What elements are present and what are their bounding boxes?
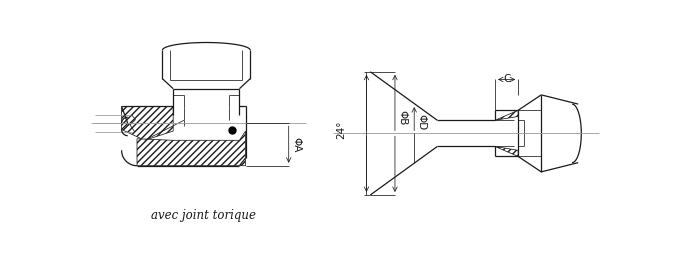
Text: C: C xyxy=(503,74,510,84)
Polygon shape xyxy=(495,147,518,156)
Text: ΦD: ΦD xyxy=(417,114,426,130)
Text: ΦB: ΦB xyxy=(397,110,407,126)
Polygon shape xyxy=(495,110,518,120)
Text: ΦA: ΦA xyxy=(292,137,301,152)
Polygon shape xyxy=(137,131,246,166)
Text: 24°: 24° xyxy=(336,120,346,139)
Text: avec joint torique: avec joint torique xyxy=(151,209,256,222)
Polygon shape xyxy=(121,106,173,140)
